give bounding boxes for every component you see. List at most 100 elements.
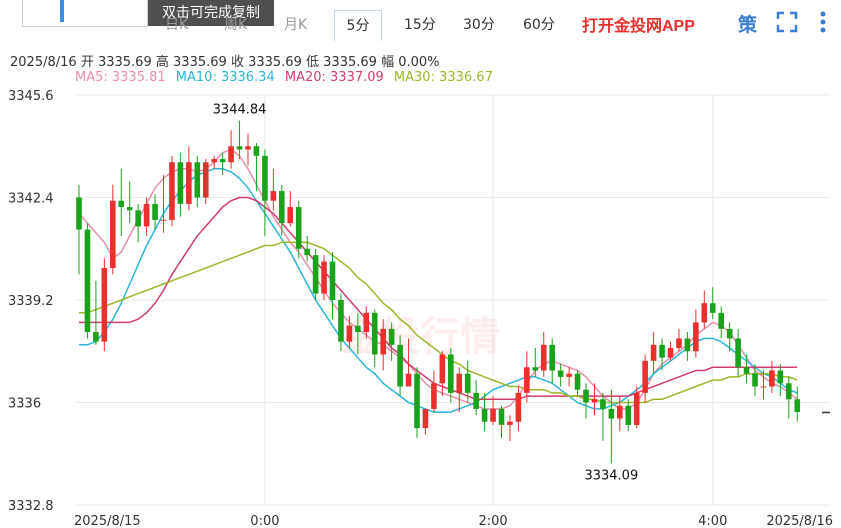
tab-daily[interactable]: 日K [165,17,189,33]
candle-body[interactable] [228,146,234,163]
candle-body[interactable] [110,200,116,268]
candle-body[interactable] [186,162,192,204]
more-vertical-icon[interactable] [815,9,831,35]
candle-body[interactable] [693,322,699,352]
candle-body[interactable] [262,155,268,201]
candle-body[interactable] [490,408,496,422]
candle-body[interactable] [160,219,167,221]
candle-body[interactable] [617,405,623,419]
candle-body[interactable] [608,408,615,419]
candle-body[interactable] [769,370,775,387]
candle-body[interactable] [481,408,488,422]
candle-body[interactable] [219,159,226,163]
candle-body[interactable] [507,421,513,425]
candle-body[interactable] [414,373,420,429]
strategy-button[interactable]: 策 [738,14,758,36]
candle-body[interactable] [735,338,741,368]
candle-body[interactable] [464,373,471,393]
candle-body[interactable] [786,383,792,400]
candle-body[interactable] [287,207,294,224]
candle-body[interactable] [650,344,657,361]
candle-body[interactable] [659,344,665,358]
candle-body[interactable] [633,392,640,425]
candle-body[interactable] [574,373,581,390]
candle-body[interactable] [304,248,310,256]
candle-body[interactable] [118,200,125,208]
candle-body[interactable] [600,399,606,409]
candle-body[interactable] [143,203,150,227]
candle-body[interactable] [498,408,505,425]
tab-monthly[interactable]: 月K [284,17,308,33]
candle-body[interactable] [279,191,285,224]
candle-body[interactable] [532,367,539,371]
candle-body[interactable] [312,255,319,294]
candle-body[interactable] [135,210,141,227]
candle-body[interactable] [388,328,395,345]
candle-body[interactable] [709,303,716,313]
legend-ma20: MA20: 3337.09 [284,70,384,85]
candle-body[interactable] [338,300,344,342]
tab-30min[interactable]: 30分 [463,17,495,33]
ma-legend: MA5: 3335.81 MA10: 3336.34 MA20: 3337.09… [75,70,499,85]
candle-body[interactable] [194,162,201,198]
candle-body[interactable] [743,367,750,374]
candle-body[interactable] [667,348,674,358]
candle-body[interactable] [380,328,386,355]
candle-body[interactable] [84,229,91,333]
candle-body[interactable] [346,325,353,342]
candle-body[interactable] [371,312,378,355]
candle-body[interactable] [431,383,437,409]
candle-body[interactable] [177,162,184,204]
candle-body[interactable] [329,261,336,300]
candle-body[interactable] [566,373,572,377]
candle-body[interactable] [363,312,370,333]
candle-body[interactable] [701,303,708,323]
candle-body[interactable] [718,312,724,329]
candle-body[interactable] [456,373,463,393]
candle-body[interactable] [524,367,530,393]
candle-body[interactable] [355,325,361,333]
candle-body[interactable] [794,399,801,413]
candle-body[interactable] [760,386,767,388]
candle-body[interactable] [540,344,547,371]
candle-body[interactable] [583,389,589,403]
candle-body[interactable] [253,146,260,156]
candle-body[interactable] [549,344,555,371]
candle-body[interactable] [473,392,479,409]
open-app-link[interactable]: 打开金投网APP [582,18,695,35]
candle-body[interactable] [211,159,217,163]
candle-body[interactable] [270,191,277,201]
candle-body[interactable] [93,332,99,342]
candle-body[interactable] [202,162,209,198]
candle-body[interactable] [101,267,108,342]
candle-body[interactable] [557,370,564,377]
candle-body[interactable] [126,207,133,211]
tab-weekly[interactable]: 周K [224,17,248,33]
candle-body[interactable] [245,146,251,150]
candle-body[interactable] [405,373,412,387]
tab-15min[interactable]: 15分 [404,17,436,33]
candle-body[interactable] [397,344,403,387]
candle-body[interactable] [676,338,682,349]
candle-body[interactable] [422,408,429,429]
candle-body[interactable] [152,203,158,220]
tab-5min[interactable]: 5分 [334,10,382,41]
expand-icon[interactable] [776,11,798,33]
candle-body[interactable] [76,197,82,230]
candle-body[interactable] [236,146,243,150]
candle-body[interactable] [515,392,522,422]
candle-body[interactable] [448,354,454,393]
tab-60min[interactable]: 60分 [523,17,555,33]
candle-body[interactable] [642,360,648,393]
candle-body[interactable] [321,261,327,294]
candle-body[interactable] [777,370,784,384]
candle-body[interactable] [439,354,446,384]
candle-body[interactable] [591,399,598,403]
candle-body[interactable] [726,328,733,339]
candle-body[interactable] [169,162,175,220]
candle-body[interactable] [684,338,691,352]
candle-body[interactable] [625,405,632,425]
candle-body[interactable] [295,207,302,249]
candle-body[interactable] [752,373,758,387]
